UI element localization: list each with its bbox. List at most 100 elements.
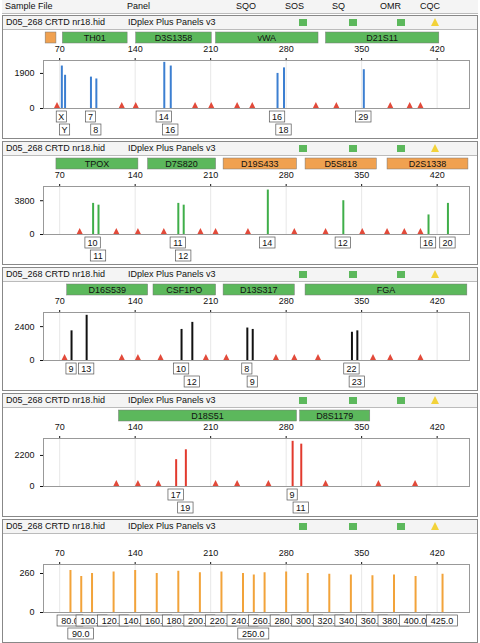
svg-text:D19S433: D19S433 xyxy=(241,159,279,169)
svg-text:D5S818: D5S818 xyxy=(324,159,357,169)
svg-text:420: 420 xyxy=(430,296,445,306)
svg-text:vWA: vWA xyxy=(257,33,276,43)
svg-text:70: 70 xyxy=(55,44,65,54)
svg-text:0: 0 xyxy=(29,607,34,617)
svg-text:350: 350 xyxy=(354,44,369,54)
svg-text:20: 20 xyxy=(442,238,452,248)
svg-text:16: 16 xyxy=(165,125,175,135)
svg-text:D3S1358: D3S1358 xyxy=(155,33,193,43)
svg-text:250.0: 250.0 xyxy=(242,629,265,639)
svg-text:2400: 2400 xyxy=(14,321,34,331)
svg-text:16: 16 xyxy=(272,112,282,122)
svg-text:12: 12 xyxy=(178,251,188,261)
svg-text:350: 350 xyxy=(354,296,369,306)
svg-text:9: 9 xyxy=(290,490,295,500)
svg-text:70: 70 xyxy=(55,548,65,558)
svg-text:18: 18 xyxy=(278,125,288,135)
svg-text:D18S51: D18S51 xyxy=(191,411,224,421)
svg-text:0: 0 xyxy=(29,229,34,239)
svg-text:2200: 2200 xyxy=(14,450,34,460)
svg-text:D7S820: D7S820 xyxy=(165,159,198,169)
html-text:100.0 120.0 140.0 160.0 180.0: 100.0 120.0 140.0 160.0 180.0 200.0 220.… xyxy=(80,615,254,626)
svg-text:420: 420 xyxy=(430,548,445,558)
svg-text:210: 210 xyxy=(203,422,218,432)
svg-text:X: X xyxy=(58,112,64,122)
svg-text:13: 13 xyxy=(81,364,91,374)
svg-text:420: 420 xyxy=(430,44,445,54)
svg-text:9: 9 xyxy=(69,364,74,374)
svg-text:D16S539: D16S539 xyxy=(88,285,126,295)
svg-text:23: 23 xyxy=(352,377,362,387)
svg-text:140: 140 xyxy=(128,548,143,558)
svg-text:280: 280 xyxy=(279,44,294,54)
svg-text:9: 9 xyxy=(250,377,255,387)
svg-text:19: 19 xyxy=(180,503,190,513)
html-text:OMR: OMR xyxy=(380,1,401,11)
svg-text:70: 70 xyxy=(55,296,65,306)
svg-text:140: 140 xyxy=(128,44,143,54)
svg-text:350: 350 xyxy=(354,548,369,558)
html-text:SQ: SQ xyxy=(332,1,345,11)
svg-text:8: 8 xyxy=(93,125,98,135)
svg-text:140: 140 xyxy=(128,170,143,180)
svg-text:350: 350 xyxy=(354,422,369,432)
html-text:Panel: Panel xyxy=(127,1,150,11)
svg-text:1900: 1900 xyxy=(14,68,34,78)
svg-text:90.0: 90.0 xyxy=(72,629,90,639)
svg-text:D13S317: D13S317 xyxy=(240,285,278,295)
html-text:D05_268 CRTD nr18.hid: D05_268 CRTD nr18.hid xyxy=(6,17,105,27)
svg-text:CSF1PO: CSF1PO xyxy=(166,285,202,295)
svg-text:7: 7 xyxy=(88,112,93,122)
svg-text:17: 17 xyxy=(171,490,181,500)
svg-text:29: 29 xyxy=(358,112,368,122)
html-text:Sample File: Sample File xyxy=(5,1,53,11)
svg-text:22: 22 xyxy=(346,364,356,374)
svg-text:14: 14 xyxy=(159,112,169,122)
svg-text:80.0: 80.0 xyxy=(61,615,79,626)
svg-text:280: 280 xyxy=(279,548,294,558)
html-text:260.0 280.0 300.0 320.0 340.0: 260.0 280.0 300.0 320.0 340.0 360.0 380.… xyxy=(252,615,405,626)
svg-text:FGA: FGA xyxy=(377,285,396,295)
svg-text:350: 350 xyxy=(354,170,369,180)
svg-text:70: 70 xyxy=(55,422,65,432)
svg-text:14: 14 xyxy=(262,238,272,248)
svg-text:12: 12 xyxy=(187,377,197,387)
html-text:SQO: SQO xyxy=(236,1,256,11)
svg-text:140: 140 xyxy=(128,422,143,432)
svg-text:70: 70 xyxy=(55,170,65,180)
svg-text:0: 0 xyxy=(29,355,34,365)
svg-text:420: 420 xyxy=(430,170,445,180)
svg-text:11: 11 xyxy=(296,503,305,513)
html-text:SOS: SOS xyxy=(285,1,304,11)
svg-text:0: 0 xyxy=(29,103,34,113)
svg-text:280: 280 xyxy=(279,422,294,432)
svg-text:16: 16 xyxy=(423,238,433,248)
svg-text:10: 10 xyxy=(88,238,98,248)
svg-text:210: 210 xyxy=(203,296,218,306)
svg-text:280: 280 xyxy=(279,170,294,180)
svg-text:140: 140 xyxy=(128,296,143,306)
svg-text:260: 260 xyxy=(19,568,34,578)
svg-text:D21S11: D21S11 xyxy=(366,33,398,43)
svg-text:Y: Y xyxy=(62,125,68,135)
svg-text:11: 11 xyxy=(93,251,102,261)
svg-text:420: 420 xyxy=(430,422,445,432)
svg-text:3800: 3800 xyxy=(14,196,34,206)
svg-text:D8S1179: D8S1179 xyxy=(316,411,353,421)
svg-text:8: 8 xyxy=(244,364,249,374)
svg-text:400.0: 400.0 xyxy=(404,616,427,626)
svg-text:210: 210 xyxy=(203,548,218,558)
svg-text:TPOX: TPOX xyxy=(85,159,110,169)
svg-text:TH01: TH01 xyxy=(84,33,106,43)
svg-text:D2S1338: D2S1338 xyxy=(409,159,447,169)
svg-text:425.0: 425.0 xyxy=(431,616,454,626)
svg-text:10: 10 xyxy=(176,364,186,374)
html-text:CQC: CQC xyxy=(420,1,440,11)
html-text:IDplex Plus Panels v3: IDplex Plus Panels v3 xyxy=(128,17,216,27)
svg-text:210: 210 xyxy=(203,170,218,180)
svg-text:210: 210 xyxy=(203,44,218,54)
svg-text:12: 12 xyxy=(338,238,348,248)
svg-text:0: 0 xyxy=(29,481,34,491)
svg-text:11: 11 xyxy=(173,238,182,248)
svg-text:280: 280 xyxy=(279,296,294,306)
